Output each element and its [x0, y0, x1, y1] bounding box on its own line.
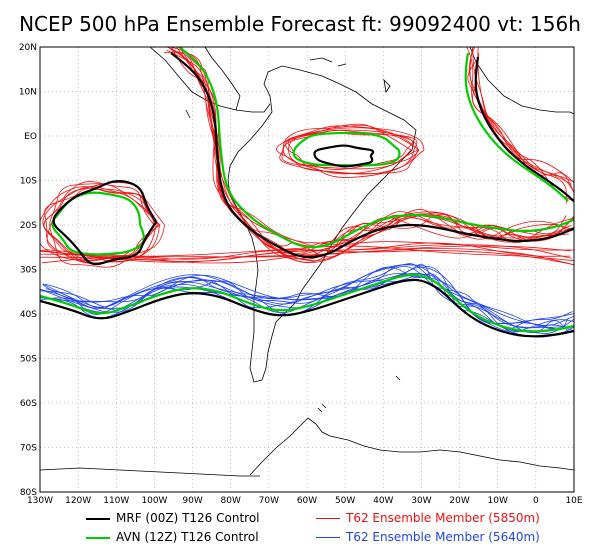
- contour-mrf-control: [313, 144, 375, 168]
- contour-avn-control: [464, 52, 569, 202]
- contour-avn-control: [51, 191, 145, 256]
- contour-avn-control: [292, 131, 401, 167]
- x-tick-label: 70W: [259, 496, 279, 506]
- contour-red-5850: [467, 58, 567, 204]
- legend-swatch-red: [316, 518, 340, 519]
- y-tick-label: 60S: [20, 399, 37, 409]
- x-tick-label: 0: [533, 496, 539, 506]
- y-tick-label: 10S: [20, 177, 37, 187]
- contour-red-5850: [42, 186, 161, 262]
- y-tick-label: 50S: [20, 355, 37, 365]
- x-tick-label: 80W: [221, 496, 241, 506]
- x-tick-label: 10E: [565, 496, 582, 506]
- contour-red-5850: [46, 182, 157, 264]
- coastline-caribbean: [185, 57, 391, 119]
- plot-frame: [39, 46, 575, 493]
- contour-red-5850: [472, 47, 573, 202]
- contour-blue-5640: [40, 264, 574, 334]
- x-tick-label: 50W: [335, 496, 355, 506]
- coastline-islands: [317, 375, 401, 413]
- contour-red-5850: [276, 127, 419, 175]
- x-tick-label: 10W: [488, 496, 508, 506]
- legend-mrf: MRF (00Z) T126 Control: [86, 511, 260, 525]
- contour-avn-control: [40, 273, 574, 333]
- contour-red-5850: [40, 186, 165, 261]
- y-tick-label: 10N: [19, 88, 37, 98]
- contour-red-5850: [466, 47, 574, 183]
- contour-blue-5640: [45, 272, 569, 334]
- legend-label-red: T62 Ensemble Member (5850m): [346, 511, 540, 525]
- legend-blue: T62 Ensemble Member (5640m): [316, 530, 540, 544]
- map-grid: [40, 47, 574, 492]
- y-tick-label: 20N: [19, 43, 37, 53]
- y-tick-label: 80S: [20, 488, 37, 498]
- x-tick-label: 130W: [27, 496, 53, 506]
- x-tick-label: 100W: [141, 496, 167, 506]
- x-tick-label: 40W: [373, 496, 393, 506]
- chart-title: NCEP 500 hPa Ensemble Forecast ft: 99092…: [19, 12, 581, 36]
- y-tick-label: 20S: [20, 221, 37, 231]
- contour-mrf-control: [52, 180, 158, 266]
- contour-red-5850: [165, 47, 569, 260]
- y-tick-label: 30S: [20, 266, 37, 276]
- x-axis-ticks: 130W 120W 110W 100W 90W 80W 70W 60W 50W 40W 30W 20W…: [27, 496, 583, 506]
- x-tick-label: 30W: [411, 496, 431, 506]
- legend-label-blue: T62 Ensemble Member (5640m): [346, 530, 540, 544]
- coastline-antarctica: [40, 417, 574, 477]
- legend-swatch-blue: [316, 537, 340, 538]
- contour-mrf-control: [474, 56, 574, 203]
- contour-red-5850: [178, 47, 574, 260]
- x-tick-label: 120W: [65, 496, 91, 506]
- height-contours: [40, 47, 574, 338]
- y-tick-label: EO: [24, 132, 37, 142]
- legend-red: T62 Ensemble Member (5850m): [316, 511, 540, 525]
- coastline-south-america: [227, 65, 417, 383]
- x-tick-label: 20W: [449, 496, 469, 506]
- coastline-africa: [469, 47, 574, 115]
- x-tick-label: 90W: [182, 496, 202, 506]
- contour-red-5850: [42, 249, 574, 266]
- legend-avn: AVN (12Z) T126 Control: [86, 530, 259, 544]
- legend-label-avn: AVN (12Z) T126 Control: [116, 530, 259, 544]
- contour-red-5850: [49, 183, 159, 268]
- y-axis-ticks: 20N 10N EO 10S 20S 30S 40S 50S 60S 70S 80S: [19, 43, 37, 498]
- contour-mrf-control: [40, 278, 574, 338]
- x-tick-label: 60W: [297, 496, 317, 506]
- y-tick-label: 40S: [20, 310, 37, 320]
- contour-red-5850: [285, 132, 419, 170]
- legend-label-mrf: MRF (00Z) T126 Control: [116, 511, 260, 525]
- y-tick-label: 70S: [20, 444, 37, 454]
- x-tick-label: 110W: [103, 496, 129, 506]
- contour-mrf-control: [170, 52, 574, 259]
- coastlines: [40, 47, 574, 477]
- legend-swatch-green: [86, 536, 110, 539]
- contour-avn-control: [177, 47, 574, 249]
- legend-swatch-black: [86, 517, 110, 520]
- contour-red-5850: [175, 47, 574, 263]
- contour-red-5850: [279, 125, 425, 174]
- contour-red-5850: [469, 47, 574, 194]
